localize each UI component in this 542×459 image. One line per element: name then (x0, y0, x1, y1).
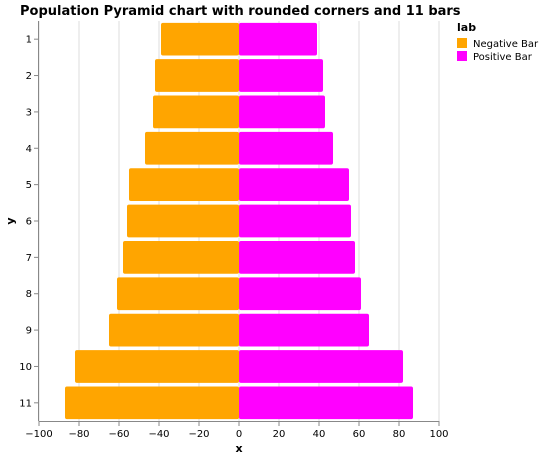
y-tick-label: 3 (26, 107, 32, 118)
bar-negative-bar-6 (127, 204, 239, 238)
bar-negative-bar-7 (123, 241, 239, 274)
x-tick-label: 60 (353, 429, 366, 440)
x-tick-label: −40 (148, 429, 169, 440)
bar-positive-bar-3 (239, 95, 325, 129)
x-tick-label: 100 (429, 429, 448, 440)
bar-positive-bar-2 (239, 59, 323, 92)
y-tick-label: 11 (19, 398, 32, 409)
x-tick-label: −20 (188, 429, 209, 440)
bar-positive-bar-10 (239, 350, 403, 383)
y-tick-label: 6 (26, 217, 32, 228)
x-tick-label: 40 (313, 429, 326, 440)
y-tick-label: 8 (26, 289, 32, 300)
bar-positive-bar-7 (239, 241, 355, 274)
bar-negative-bar-8 (117, 277, 239, 311)
y-tick-label: 5 (26, 180, 32, 191)
bar-negative-bar-4 (145, 131, 239, 165)
bar-positive-bar-11 (239, 386, 413, 420)
legend-swatch (457, 51, 467, 61)
y-tick-label: 7 (26, 253, 32, 264)
bar-negative-bar-11 (65, 386, 239, 420)
x-tick-label: 0 (236, 429, 242, 440)
legend-label: Positive Bar (473, 52, 533, 63)
legend: lab Negative Bar Positive Bar (457, 21, 539, 63)
bar-negative-bar-5 (129, 168, 239, 201)
bar-negative-bar-2 (155, 59, 239, 92)
bar-positive-bar-8 (239, 277, 361, 311)
bar-positive-bar-9 (239, 313, 369, 347)
chart-title: Population Pyramid chart with rounded co… (20, 4, 461, 19)
x-tick-label: −100 (25, 429, 52, 440)
bar-positive-bar-4 (239, 131, 333, 165)
bar-negative-bar-10 (75, 350, 239, 383)
axes: −100 −80 −60 −40 −20 0 20 40 60 80 100 1 2 3 4 5 6 7 8 9 10 1… (19, 21, 449, 440)
bar-positive-bar-6 (239, 204, 351, 238)
legend-title: lab (457, 21, 476, 34)
bar-positive-bar-5 (239, 168, 349, 201)
bar-positive-bar-1 (239, 22, 317, 56)
y-tick-label: 2 (26, 71, 32, 82)
x-tick-label: −80 (68, 429, 89, 440)
x-axis-title: x (235, 442, 242, 455)
x-tick-label: −60 (108, 429, 129, 440)
legend-label: Negative Bar (473, 39, 539, 50)
bar-negative-bar-9 (109, 313, 239, 347)
y-axis-title: y (4, 217, 17, 224)
x-tick-label: 20 (273, 429, 286, 440)
bar-negative-bar-3 (153, 95, 239, 129)
y-tick-label: 4 (26, 144, 32, 155)
legend-swatch (457, 38, 467, 48)
y-tick-label: 10 (19, 362, 32, 373)
bars (65, 22, 413, 420)
bar-negative-bar-1 (161, 22, 239, 56)
x-tick-label: 80 (393, 429, 406, 440)
y-tick-label: 9 (26, 326, 32, 337)
y-tick-label: 1 (26, 35, 32, 46)
